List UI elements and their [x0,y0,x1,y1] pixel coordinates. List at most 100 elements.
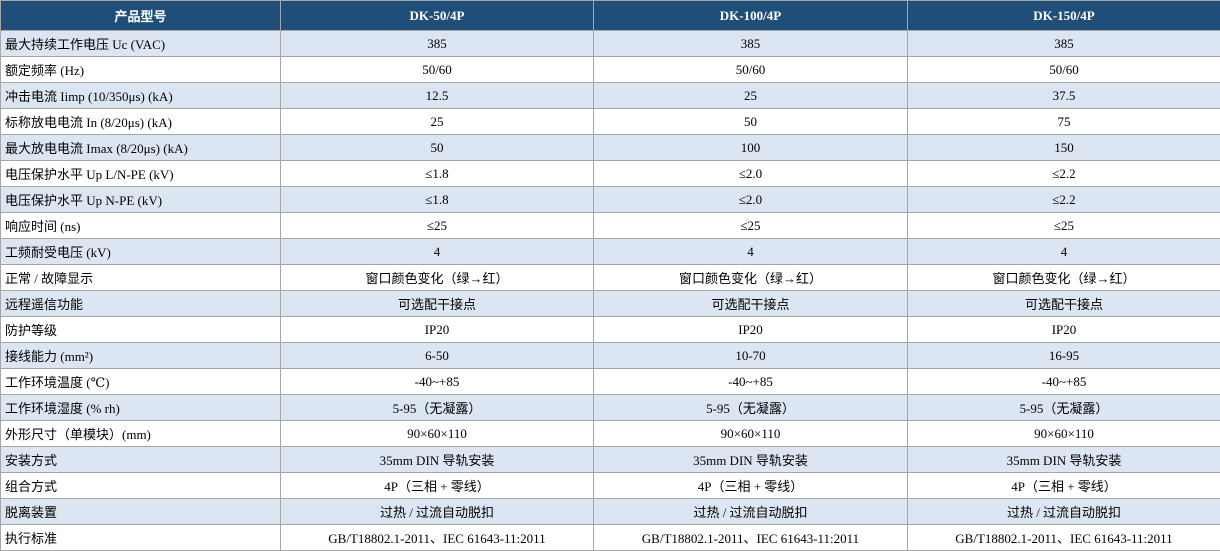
row-label: 电压保护水平 Up L/N-PE (kV) [1,161,281,187]
cell: 5-95（无凝露） [908,395,1220,421]
cell: 150 [908,135,1220,161]
cell: 过热 / 过流自动脱扣 [908,499,1220,525]
cell: 5-95（无凝露） [281,395,594,421]
cell: 可选配干接点 [281,291,594,317]
cell: 90×60×110 [908,421,1220,447]
cell: 385 [281,31,594,57]
cell: 4 [281,239,594,265]
cell: 过热 / 过流自动脱扣 [281,499,594,525]
cell: 35mm DIN 导轨安装 [281,447,594,473]
row-label: 远程遥信功能 [1,291,281,317]
cell: 90×60×110 [594,421,908,447]
cell: 75 [908,109,1220,135]
table-row: 工作环境湿度 (% rh)5-95（无凝露）5-95（无凝露）5-95（无凝露） [1,395,1220,421]
row-label: 冲击电流 Iimp (10/350μs) (kA) [1,83,281,109]
cell: ≤1.8 [281,161,594,187]
cell: 385 [908,31,1220,57]
row-label: 工频耐受电压 (kV) [1,239,281,265]
cell: ≤2.0 [594,161,908,187]
cell: 35mm DIN 导轨安装 [594,447,908,473]
cell: 窗口颜色变化（绿→红） [908,265,1220,291]
row-label: 组合方式 [1,473,281,499]
cell: ≤25 [908,213,1220,239]
cell: 6-50 [281,343,594,369]
row-label: 最大放电电流 Imax (8/20μs) (kA) [1,135,281,161]
cell: 10-70 [594,343,908,369]
table-row: 工作环境温度 (℃)-40~+85-40~+85-40~+85 [1,369,1220,395]
cell: 可选配干接点 [908,291,1220,317]
row-label: 最大持续工作电压 Uc (VAC) [1,31,281,57]
row-label: 外形尺寸（单模块）(mm) [1,421,281,447]
cell: ≤2.2 [908,187,1220,213]
cell: GB/T18802.1-2011、IEC 61643-11:2011 [908,525,1220,551]
cell: 25 [281,109,594,135]
cell: ≤1.8 [281,187,594,213]
row-label: 工作环境湿度 (% rh) [1,395,281,421]
row-label: 防护等级 [1,317,281,343]
cell: 37.5 [908,83,1220,109]
row-label: 接线能力 (mm²) [1,343,281,369]
cell: 100 [594,135,908,161]
header-cell: DK-150/4P [908,1,1220,31]
cell: 4 [908,239,1220,265]
cell: -40~+85 [594,369,908,395]
row-label: 工作环境温度 (℃) [1,369,281,395]
cell: 4P（三相 + 零线） [594,473,908,499]
header-cell: DK-50/4P [281,1,594,31]
cell: ≤2.0 [594,187,908,213]
cell: 4P（三相 + 零线） [908,473,1220,499]
cell: 50/60 [281,57,594,83]
cell: 窗口颜色变化（绿→红） [594,265,908,291]
row-label: 响应时间 (ns) [1,213,281,239]
cell: ≤25 [281,213,594,239]
cell: 可选配干接点 [594,291,908,317]
row-label: 脱离装置 [1,499,281,525]
cell: 385 [594,31,908,57]
row-label: 安装方式 [1,447,281,473]
cell: 25 [594,83,908,109]
cell: 4P（三相 + 零线） [281,473,594,499]
table-row: 脱离装置过热 / 过流自动脱扣过热 / 过流自动脱扣过热 / 过流自动脱扣 [1,499,1220,525]
table-row: 远程遥信功能可选配干接点可选配干接点可选配干接点 [1,291,1220,317]
cell: ≤25 [594,213,908,239]
row-label: 电压保护水平 Up N-PE (kV) [1,187,281,213]
row-label: 额定频率 (Hz) [1,57,281,83]
cell: 过热 / 过流自动脱扣 [594,499,908,525]
cell: GB/T18802.1-2011、IEC 61643-11:2011 [594,525,908,551]
table-row: 电压保护水平 Up N-PE (kV)≤1.8≤2.0≤2.2 [1,187,1220,213]
cell: ≤2.2 [908,161,1220,187]
row-label: 执行标准 [1,525,281,551]
cell: 16-95 [908,343,1220,369]
header-cell: DK-100/4P [594,1,908,31]
cell: IP20 [281,317,594,343]
cell: 4 [594,239,908,265]
cell: 90×60×110 [281,421,594,447]
cell: -40~+85 [908,369,1220,395]
cell: IP20 [908,317,1220,343]
row-label: 正常 / 故障显示 [1,265,281,291]
cell: 5-95（无凝露） [594,395,908,421]
cell: 50/60 [594,57,908,83]
header-cell: 产品型号 [1,1,281,31]
cell: GB/T18802.1-2011、IEC 61643-11:2011 [281,525,594,551]
cell: 35mm DIN 导轨安装 [908,447,1220,473]
table-row: 响应时间 (ns)≤25≤25≤25 [1,213,1220,239]
table-row: 正常 / 故障显示窗口颜色变化（绿→红）窗口颜色变化（绿→红）窗口颜色变化（绿→… [1,265,1220,291]
cell: 窗口颜色变化（绿→红） [281,265,594,291]
table-row: 电压保护水平 Up L/N-PE (kV)≤1.8≤2.0≤2.2 [1,161,1220,187]
cell: -40~+85 [281,369,594,395]
cell: 50/60 [908,57,1220,83]
